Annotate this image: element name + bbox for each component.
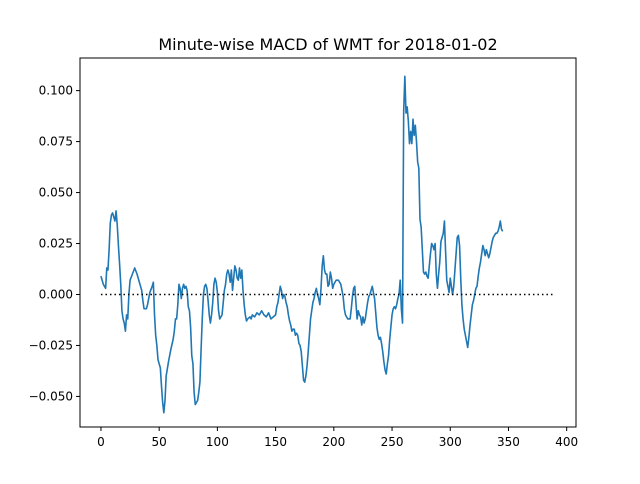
y-tick-label: 0.050: [39, 186, 73, 200]
y-tick-label: −0.050: [29, 389, 73, 403]
axes: 0 50 100 150 200 250 300 350 400 −0.050 −0.025 0.00…: [29, 84, 579, 449]
y-tick-label: −0.025: [29, 338, 73, 352]
plot-area: [100, 75, 554, 414]
y-tick-label: 0.100: [39, 84, 73, 98]
y-tick-label: 0.000: [39, 287, 73, 301]
chart-title: Minute-wise MACD of WMT for 2018-01-02: [158, 35, 497, 54]
x-tick-label: 300: [439, 435, 462, 449]
plot-frame: [79, 57, 577, 428]
x-tick-label: 250: [381, 435, 404, 449]
x-tick-label: 200: [322, 435, 345, 449]
x-tick-label: 0: [97, 435, 105, 449]
x-tick-label: 400: [555, 435, 578, 449]
x-tick-label: 350: [497, 435, 520, 449]
x-tick-label: 50: [152, 435, 167, 449]
x-tick-label: 150: [264, 435, 287, 449]
y-tick-label: 0.025: [39, 237, 73, 251]
x-tick-label: 100: [206, 435, 229, 449]
y-tick-label: 0.075: [39, 135, 73, 149]
macd-series-line: [100, 75, 504, 414]
